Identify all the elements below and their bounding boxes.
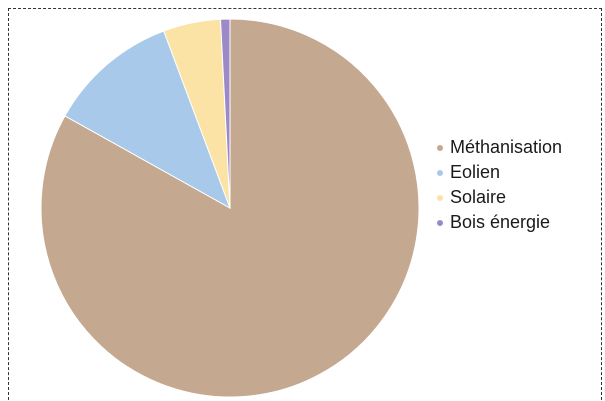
pie-slice-eolien — [64, 30, 231, 210]
legend-item-bois-energie: Bois énergie — [437, 210, 562, 235]
legend-swatch-methanisation — [437, 144, 443, 151]
legend-swatch-bois-energie — [437, 219, 443, 226]
pie-slice-bois-energie — [219, 18, 231, 209]
legend-label-eolien: Eolien — [450, 162, 501, 182]
legend-swatch-solaire — [437, 194, 443, 201]
legend-label-solaire: Solaire — [450, 187, 507, 207]
pie-slices — [40, 18, 420, 398]
legend-label-bois-energie: Bois énergie — [450, 212, 551, 232]
chart-legend: Méthanisation Eolien Solaire Bois énergi… — [437, 135, 562, 235]
legend-label-methanisation: Méthanisation — [450, 137, 563, 157]
legend-item-eolien: Eolien — [437, 160, 562, 185]
legend-swatch-eolien — [437, 169, 443, 176]
legend-item-methanisation: Méthanisation — [437, 135, 562, 160]
legend-item-solaire: Solaire — [437, 185, 562, 210]
